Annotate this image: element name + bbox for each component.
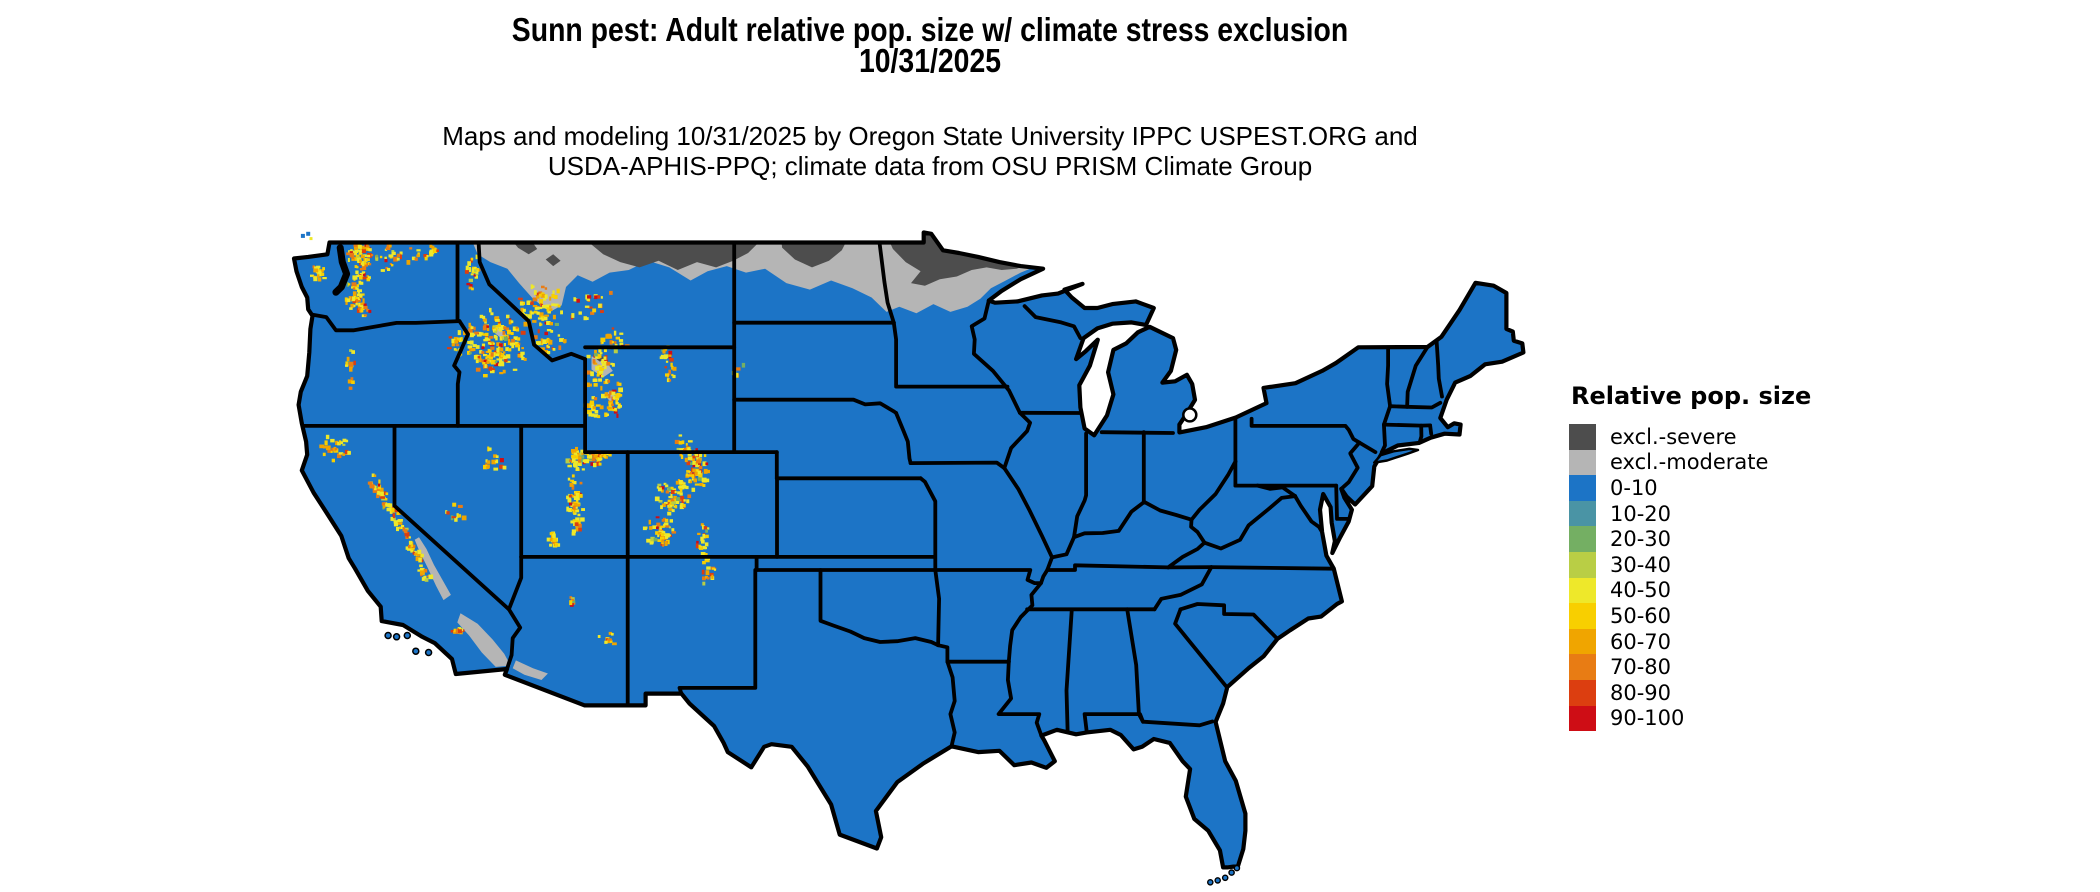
legend-swatch <box>1569 654 1596 680</box>
channel-island <box>384 631 392 640</box>
florida-key <box>1228 869 1235 876</box>
legend-swatch <box>1569 603 1596 629</box>
florida-key <box>1207 879 1214 886</box>
legend-label: 20-30 <box>1610 527 1672 552</box>
legend-swatch <box>1569 577 1596 604</box>
legend-label: 70-80 <box>1610 655 1672 680</box>
legend-items: excl.-severe excl.-moderate 0-10 10-20 20-30… <box>1569 424 1811 732</box>
legend-item: 60-70 <box>1569 628 1811 655</box>
legend-item: 40-50 <box>1569 577 1811 604</box>
state-borders <box>301 240 1444 749</box>
legend-swatch <box>1569 679 1596 706</box>
legend-swatch <box>1569 475 1596 501</box>
legend-item: 50-60 <box>1569 603 1811 629</box>
legend-item: 0-10 <box>1569 475 1811 501</box>
page-subtitle-line1: Maps and modeling 10/31/2025 by Oregon S… <box>442 121 1418 151</box>
legend-item: 30-40 <box>1569 551 1811 578</box>
channel-island <box>403 631 412 640</box>
legend-swatch <box>1569 628 1596 655</box>
legend-label: 50-60 <box>1610 603 1672 628</box>
legend-item: 80-90 <box>1569 679 1811 706</box>
page-title-date: 10/31/2025 <box>858 42 1002 79</box>
legend-label: 10-20 <box>1610 501 1672 526</box>
legend-swatch <box>1569 449 1596 476</box>
legend-title: Relative pop. size <box>1571 382 1812 410</box>
legend-label: 30-40 <box>1610 552 1672 577</box>
channel-island <box>424 648 433 657</box>
land <box>294 232 1524 868</box>
legend-item: 90-100 <box>1569 705 1811 732</box>
page-subtitle: Maps and modeling 10/31/2025 by Oregon S… <box>180 121 1680 181</box>
exclusion-moderate-area <box>457 613 511 667</box>
exclusion-severe-area <box>885 232 1026 286</box>
exclusion-moderate-area <box>512 660 548 680</box>
legend-swatch <box>1569 424 1596 450</box>
legend-label: 90-100 <box>1610 706 1685 731</box>
legend-item: excl.-severe <box>1569 424 1811 450</box>
legend-swatch <box>1569 500 1596 527</box>
channel-island <box>412 647 420 655</box>
legend-item: excl.-moderate <box>1569 449 1811 476</box>
exclusion-moderate-area <box>494 327 507 339</box>
legend-label: 0-10 <box>1610 475 1658 500</box>
legend-item: 70-80 <box>1569 654 1811 680</box>
legend-label: 80-90 <box>1610 680 1672 705</box>
legend-label: excl.-moderate <box>1610 450 1769 475</box>
legend: Relative pop. size excl.-severe excl.-mod… <box>1569 382 1812 732</box>
page-title: Sunn pest: Adult relative pop. size w/ c… <box>285 11 1575 79</box>
long-island <box>1373 447 1420 464</box>
legend-swatch <box>1569 705 1596 732</box>
florida-key <box>1233 864 1241 872</box>
page-subtitle-line2: USDA-APHIS-PPQ; climate data from OSU PR… <box>547 151 1313 181</box>
puget-sound <box>332 244 351 296</box>
exclusion-moderate-area <box>414 537 451 601</box>
legend-item: 10-20 <box>1569 500 1811 527</box>
florida-key <box>1221 874 1229 882</box>
legend-label: excl.-severe <box>1610 424 1737 449</box>
legend-swatch <box>1569 551 1596 578</box>
lake-st-clair <box>1182 407 1198 423</box>
florida-key <box>1214 877 1221 884</box>
legend-swatch <box>1569 526 1596 552</box>
page-title-line1: Sunn pest: Adult relative pop. size w/ c… <box>511 11 1349 48</box>
legend-label: 60-70 <box>1610 629 1672 654</box>
coastline <box>291 230 1526 870</box>
legend-item: 20-30 <box>1569 526 1811 552</box>
exclusion-severe-area <box>545 254 561 267</box>
legend-label: 40-50 <box>1610 578 1672 603</box>
channel-island <box>392 633 401 641</box>
header: Sunn pest: Adult relative pop. size w/ c… <box>180 11 1680 79</box>
